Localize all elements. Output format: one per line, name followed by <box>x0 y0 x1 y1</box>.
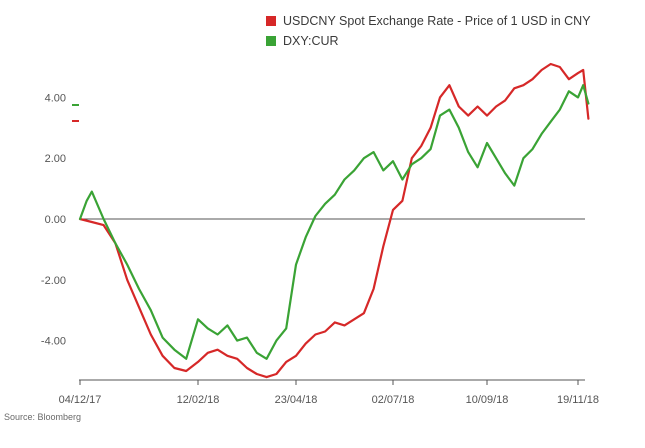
legend-item-dxy[interactable]: DXY:CUR <box>266 32 591 50</box>
chart-legend: USDCNY Spot Exchange Rate - Price of 1 U… <box>266 12 591 52</box>
y-tick-label: 0.00 <box>45 214 66 226</box>
legend-label-usdcny: USDCNY Spot Exchange Rate - Price of 1 U… <box>283 14 591 28</box>
legend-item-usdcny[interactable]: USDCNY Spot Exchange Rate - Price of 1 U… <box>266 12 591 30</box>
marker-dxy <box>72 104 79 106</box>
source-note: Source: Bloomberg <box>4 412 82 422</box>
y-tick-label: -4.00 <box>41 336 66 348</box>
x-tick-label: 19/11/18 <box>557 394 599 406</box>
y-tick-label: 4.00 <box>45 92 66 104</box>
x-tick-label: 12/02/18 <box>177 394 220 406</box>
y-tick-label: 2.00 <box>45 153 66 165</box>
x-tick-label: 04/12/17 <box>59 394 102 406</box>
x-tick-label: 02/07/18 <box>372 394 415 406</box>
x-tick-label: 10/09/18 <box>466 394 509 406</box>
legend-swatch-usdcny <box>266 16 276 26</box>
legend-label-dxy: DXY:CUR <box>283 34 339 48</box>
series-line-usdcny <box>78 62 590 379</box>
marker-usdcny <box>72 120 79 122</box>
legend-swatch-dxy <box>266 36 276 46</box>
series-line-dxy <box>78 84 590 360</box>
y-tick-label: -2.00 <box>41 275 66 287</box>
x-tick-label: 23/04/18 <box>275 394 318 406</box>
